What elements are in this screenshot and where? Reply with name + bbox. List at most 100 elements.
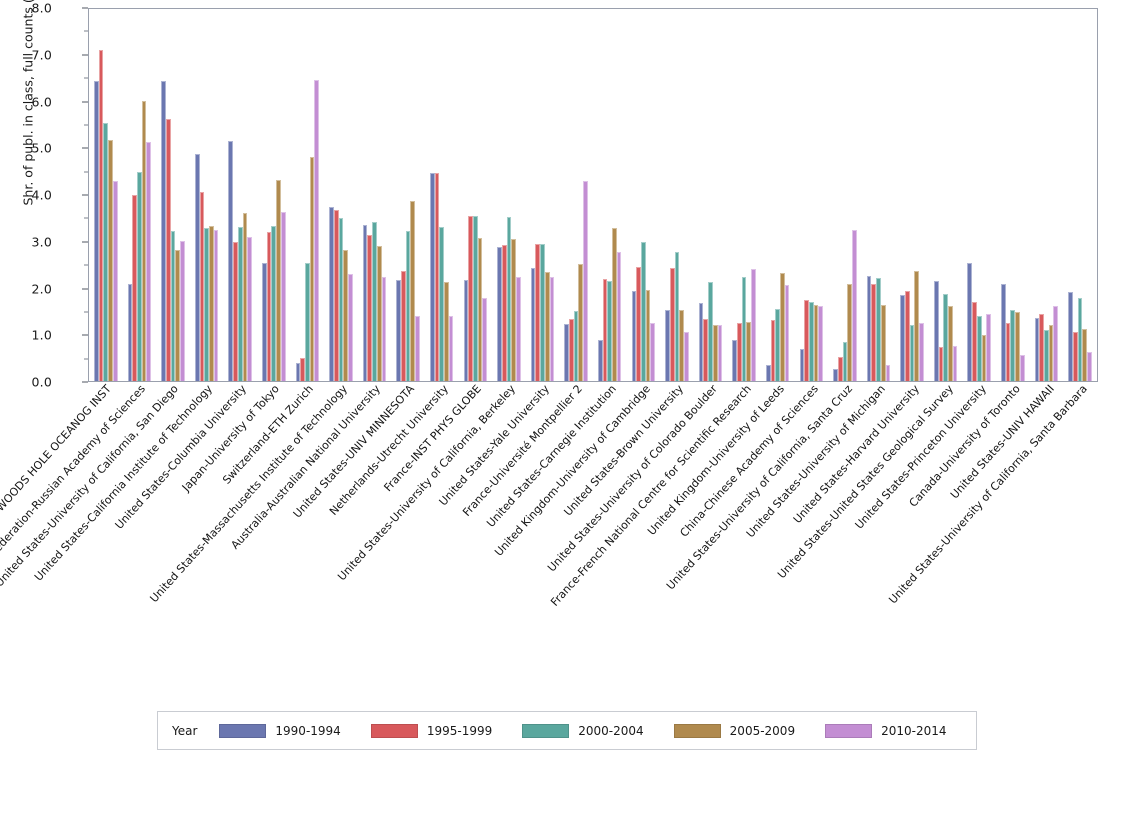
bar[interactable] [981,334,987,381]
bar[interactable] [986,313,991,381]
bar[interactable] [175,250,181,381]
bar[interactable] [208,225,214,381]
bar[interactable] [405,231,411,381]
bar[interactable] [1034,317,1040,381]
bar[interactable] [362,225,368,381]
bar[interactable] [94,80,99,381]
legend-entry[interactable]: 2010-2014 [825,723,947,738]
bar[interactable] [1005,322,1011,381]
bar[interactable] [300,357,305,381]
legend-entry[interactable]: 1990-1994 [219,723,341,738]
bar[interactable] [266,231,272,381]
bar[interactable] [708,282,713,381]
bar[interactable] [885,364,891,381]
bar[interactable] [640,241,646,381]
bar[interactable] [401,270,406,381]
bar[interactable] [765,364,771,381]
bar[interactable] [367,235,373,381]
bar[interactable] [1010,309,1016,381]
bar[interactable] [1087,352,1092,381]
bar[interactable] [482,297,488,381]
bar[interactable] [271,226,277,381]
bar[interactable] [732,339,738,381]
bar[interactable] [746,321,752,381]
bar[interactable] [1039,313,1045,381]
bar[interactable] [808,301,814,381]
bar[interactable] [295,363,301,381]
bar[interactable] [900,295,905,381]
bar[interactable] [976,316,982,381]
bar[interactable] [429,172,435,381]
bar[interactable] [444,281,449,381]
bar[interactable] [578,264,584,381]
bar[interactable] [780,273,785,381]
bar[interactable] [511,238,516,381]
bar[interactable] [439,226,445,381]
bar[interactable] [233,241,238,381]
bar[interactable] [818,306,824,381]
bar[interactable] [880,305,886,381]
bar[interactable] [799,348,805,381]
bar[interactable] [497,247,502,381]
bar[interactable] [597,340,603,381]
bar[interactable] [127,283,133,381]
bar[interactable] [237,226,243,381]
bar[interactable] [871,283,877,381]
legend-entry[interactable]: 2005-2009 [673,723,795,738]
bar[interactable] [180,240,185,381]
bar[interactable] [544,272,550,381]
bar[interactable] [669,267,675,381]
bar[interactable] [607,280,613,381]
bar[interactable] [242,212,248,381]
bar[interactable] [813,305,819,381]
bar[interactable] [698,302,704,381]
bar[interactable] [262,262,267,381]
bar[interactable] [1048,325,1054,381]
legend-entry[interactable]: 2000-2004 [522,723,644,738]
bar[interactable] [410,200,416,381]
bar[interactable] [612,227,617,381]
bar[interactable] [540,244,545,381]
bar[interactable] [919,322,924,381]
bar[interactable] [161,80,166,381]
bar[interactable] [650,322,656,381]
bar[interactable] [842,342,848,381]
bar[interactable] [1019,355,1025,381]
bar[interactable] [737,323,742,381]
bar[interactable] [506,217,512,381]
bar[interactable] [381,277,387,381]
bar[interactable] [564,324,570,381]
bar[interactable] [833,369,838,381]
bar[interactable] [876,277,881,381]
bar[interactable] [712,324,718,381]
bar[interactable] [247,237,252,381]
bar[interactable] [515,276,521,381]
bar[interactable] [665,310,670,381]
bar[interactable] [602,279,608,381]
bar[interactable] [741,277,747,381]
bar[interactable] [468,215,473,381]
bar[interactable] [631,291,637,381]
bar[interactable] [947,305,953,381]
bar[interactable] [170,231,176,381]
bar[interactable] [376,246,382,381]
bar[interactable] [904,290,910,381]
bar[interactable] [448,316,454,381]
bar[interactable] [477,238,483,381]
bar[interactable] [1044,329,1049,381]
bar[interactable] [204,228,209,381]
bar[interactable] [1001,283,1006,381]
bar[interactable] [348,274,353,381]
bar[interactable] [616,252,622,381]
bar[interactable] [851,230,857,381]
bar[interactable] [679,309,684,381]
bar[interactable] [938,347,944,381]
bar[interactable] [1015,311,1020,381]
bar[interactable] [569,319,574,381]
bar[interactable] [213,230,219,381]
bar[interactable] [914,270,920,381]
bar[interactable] [751,268,756,381]
bar[interactable] [165,119,171,381]
bar[interactable] [943,293,948,381]
bar[interactable] [583,180,588,381]
